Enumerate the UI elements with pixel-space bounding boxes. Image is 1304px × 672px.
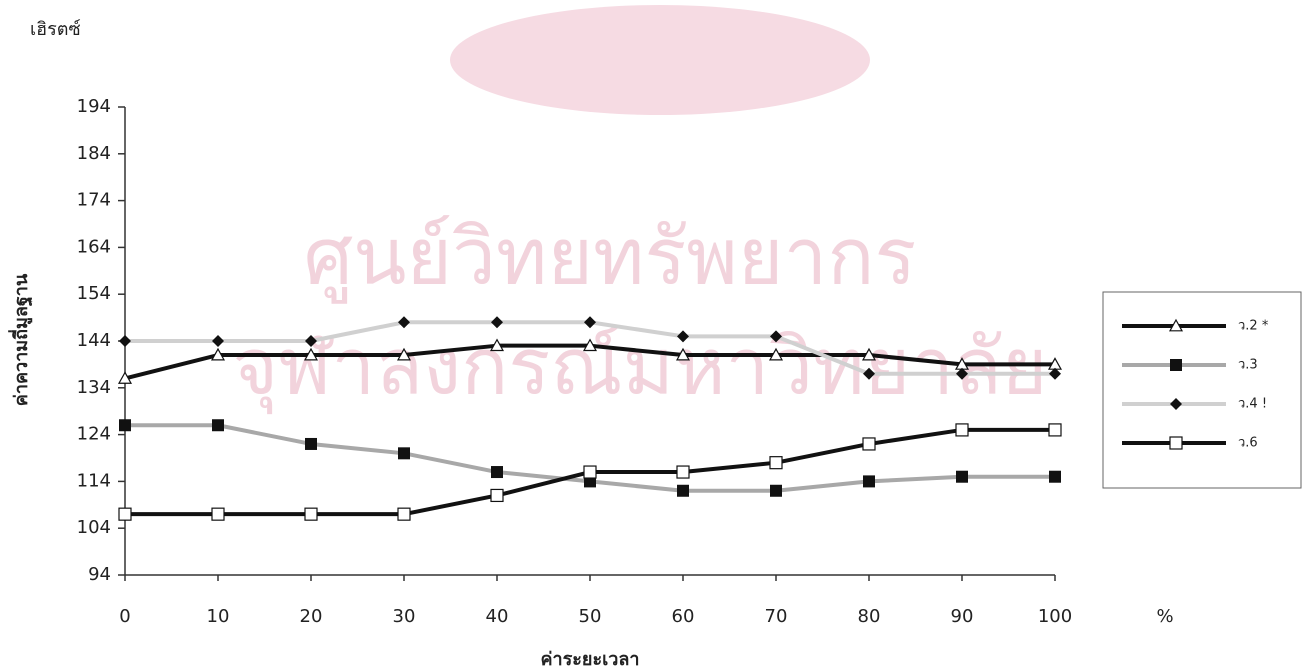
marker [305,437,317,450]
x-unit: % [1156,606,1173,627]
legend-label: ว.3 [1238,358,1258,373]
y-tick-label: 174 [77,190,111,211]
y-tick-label: 114 [77,470,111,491]
y-tick-label: 164 [77,236,111,257]
marker [489,338,505,352]
marker [956,470,968,483]
x-tick-label: 40 [486,606,509,627]
marker [117,371,133,384]
y-tick-label: 184 [77,143,111,164]
marker [491,316,503,329]
y-unit: เฮิรตซ์ [30,19,81,40]
marker [956,367,968,380]
x-tick-label: 70 [765,606,788,627]
marker [584,316,596,329]
marker [119,335,131,347]
legend-marker [1170,398,1182,410]
x-tick-label: 50 [579,606,602,627]
marker [677,330,689,343]
y-axis-label: ค่าความถี่มูลฐาน [8,273,33,406]
x-tick-label: 30 [393,606,416,627]
marker [769,456,783,470]
watermark-emblem [450,5,870,115]
marker [490,488,504,503]
marker [861,347,877,361]
legend-marker [1169,436,1183,450]
marker [397,507,411,521]
y-tick-label: 144 [77,330,111,351]
marker [396,347,412,361]
marker [863,475,875,488]
marker [212,335,224,347]
y-tick-label: 154 [77,283,111,304]
marker [675,347,691,361]
marker [398,316,410,329]
marker [1048,423,1062,437]
y-tick-label: 134 [77,377,111,398]
x-tick-label: 80 [858,606,881,627]
legend-label: ว.2 * [1238,319,1269,334]
legend-box [1102,291,1302,489]
marker [118,507,132,521]
marker [676,465,690,479]
x-tick-label: 0 [119,606,130,627]
marker [491,466,503,479]
marker [582,338,598,352]
marker [1049,470,1061,483]
y-tick-label: 94 [88,564,111,585]
x-tick-label: 100 [1038,606,1072,627]
x-tick-label: 20 [300,606,323,627]
marker [583,465,597,479]
marker [677,484,689,497]
marker [303,347,319,361]
x-axis-label: ค่าระยะเวลา [540,649,639,670]
marker [398,447,410,460]
marker [863,367,875,380]
legend-label: ว.4 ! [1238,397,1267,412]
x-tick-label: 10 [207,606,230,627]
watermark-text: จุฬาลงกรณ์มหาวิทยาลัย [232,322,1047,414]
marker [1049,367,1061,380]
marker [305,335,317,347]
marker [210,347,226,361]
marker [770,330,782,343]
marker [862,437,876,451]
marker [955,423,969,437]
y-tick-label: 104 [77,517,111,538]
y-tick-label: 194 [77,96,111,117]
legend-label: ว.6 [1238,436,1258,451]
x-tick-label: 90 [951,606,974,627]
legend-marker [1168,318,1184,332]
marker [212,419,224,432]
watermark-text: ศูนย์วิทยทรัพยากร [304,212,917,303]
marker [770,484,782,497]
x-tick-label: 60 [672,606,695,627]
marker [304,507,318,521]
marker [119,419,131,432]
marker [768,347,784,361]
y-tick-label: 124 [77,424,111,445]
legend-marker [1170,359,1182,371]
marker [211,507,225,521]
